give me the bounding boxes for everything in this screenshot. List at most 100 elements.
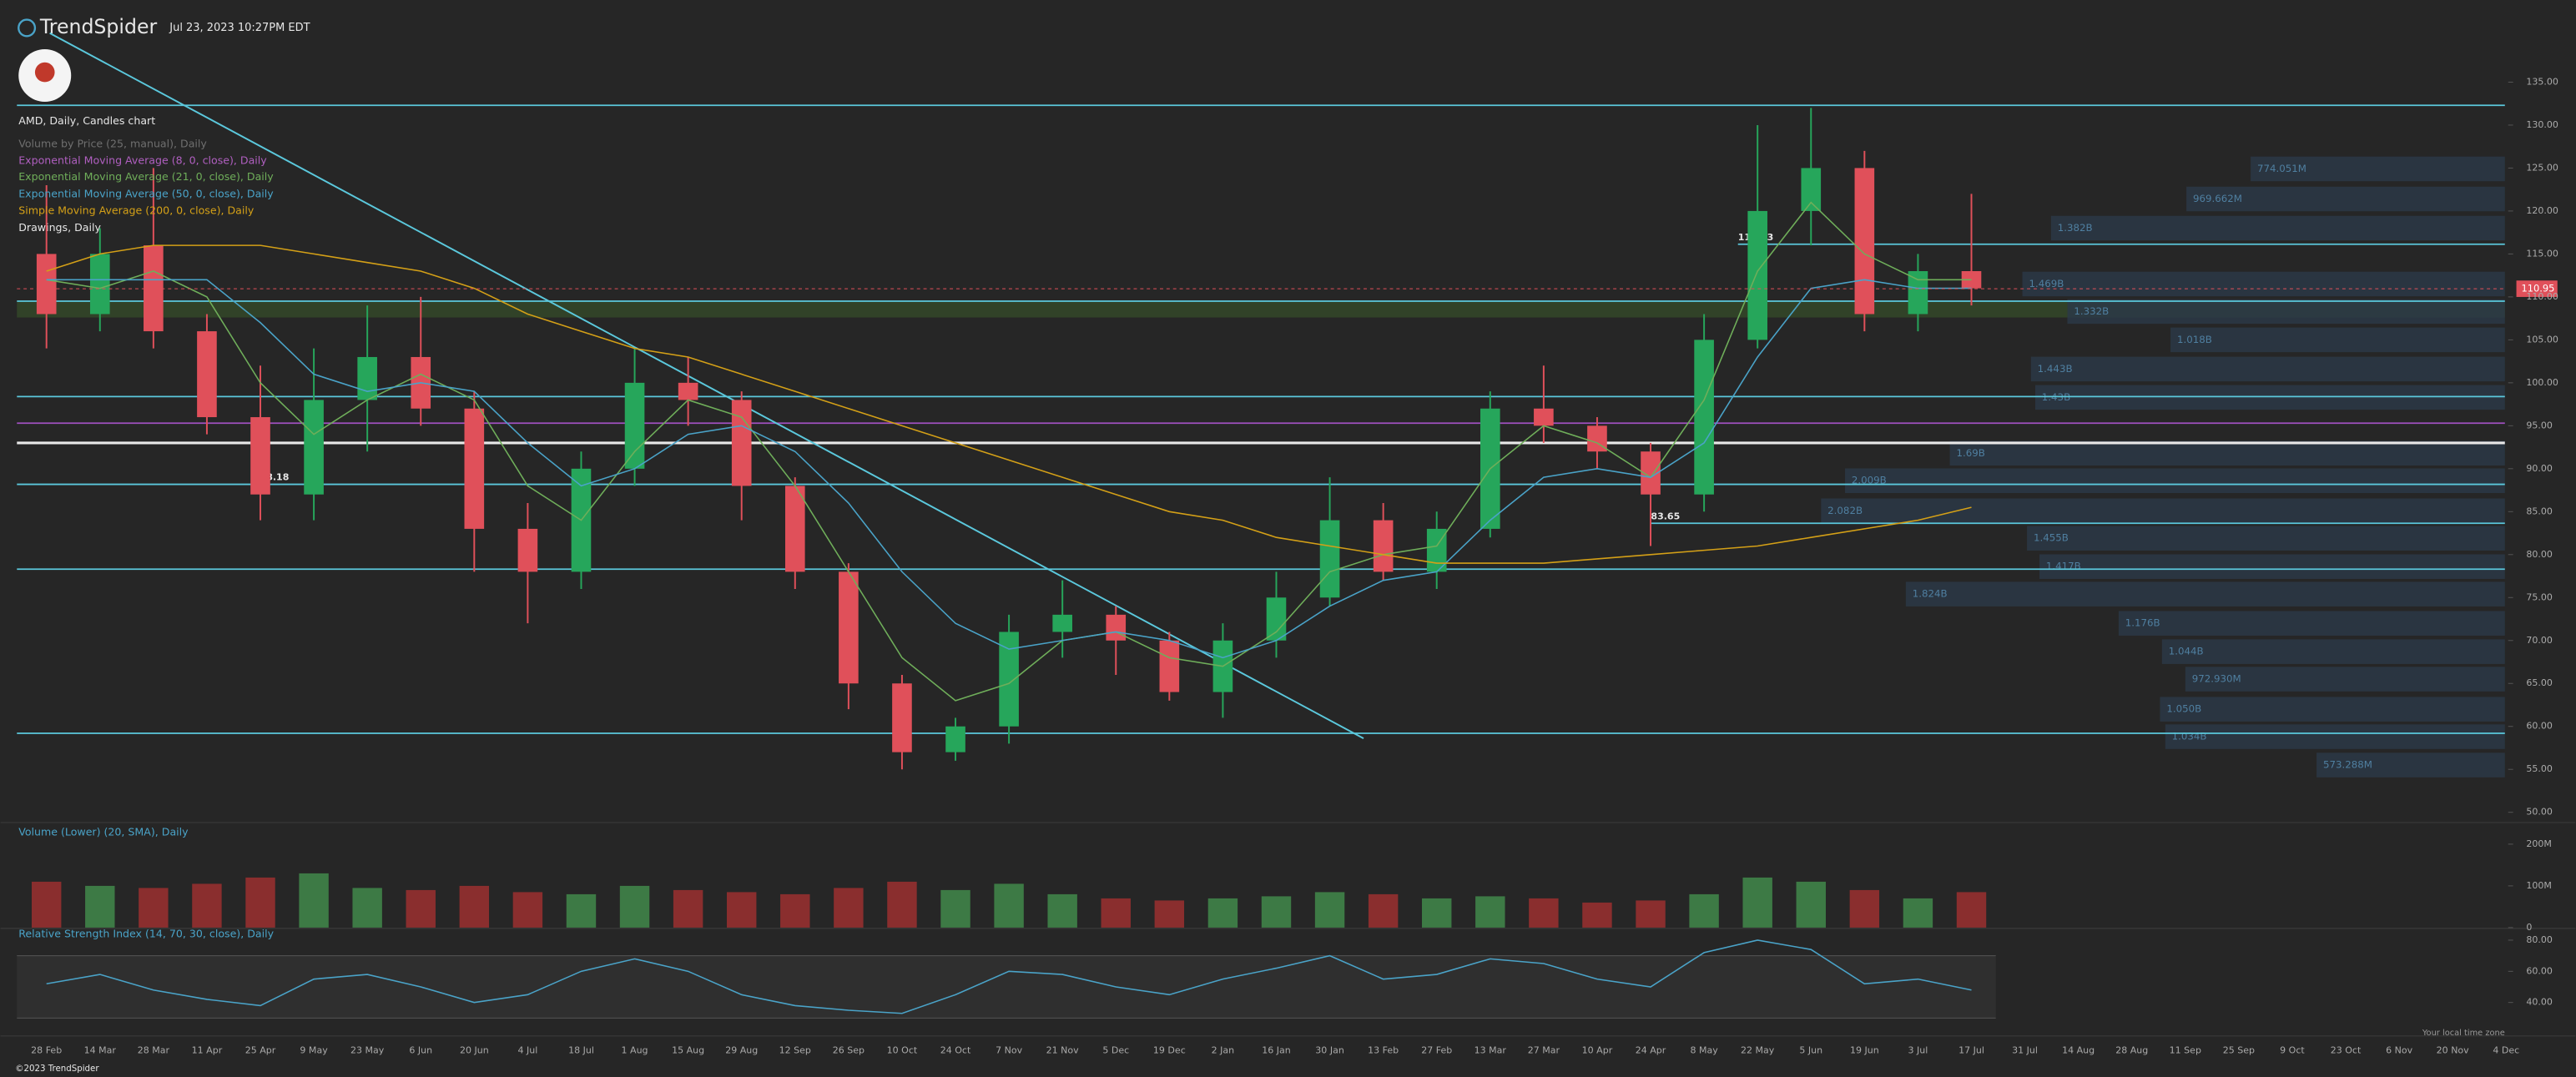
x-tick-label: 29 Aug	[725, 1045, 758, 1056]
x-tick-label: 28 Feb	[31, 1045, 62, 1056]
volume-profile-label: 1.443B	[2038, 363, 2073, 375]
x-tick-label: 7 Nov	[996, 1045, 1022, 1056]
candle-body	[624, 382, 645, 469]
y-tick-label: 135.00	[2526, 76, 2558, 87]
y-tick-label: 100.00	[2526, 377, 2558, 388]
legend-entry: Exponential Moving Average (8, 0, close)…	[18, 153, 267, 166]
y-tick-label: 125.00	[2526, 162, 2558, 173]
y-tick-label: 85.00	[2526, 506, 2553, 516]
candle-body	[1373, 520, 1394, 572]
y-tick-label: 60.00	[2526, 965, 2553, 976]
rsi-band	[17, 955, 1996, 1019]
trendline	[49, 32, 1364, 740]
volume-profile-bar	[2050, 215, 2505, 241]
x-tick-label: 22 May	[1741, 1045, 1775, 1056]
volume-bar	[994, 883, 1024, 928]
y-tick-label: 55.00	[2526, 763, 2553, 774]
x-tick-label: 24 Apr	[1636, 1045, 1666, 1056]
candle-body	[1052, 614, 1072, 632]
volume-bar	[139, 888, 169, 928]
volume-bar	[1261, 896, 1292, 928]
candle-body	[1854, 168, 1875, 315]
volume-profile-label: 1.050B	[2166, 703, 2201, 715]
y-tick-label: 95.00	[2526, 420, 2553, 430]
volume-bar	[940, 889, 970, 928]
volume-profile-bar	[2161, 639, 2505, 664]
volume-profile-bar	[2316, 752, 2505, 778]
volume-profile-bar	[1905, 581, 2505, 606]
chart-title: AMD, Daily, Candles chart	[18, 114, 155, 127]
y-tick-label: 60.00	[2526, 721, 2553, 732]
y-tick-label: 110.00	[2526, 291, 2558, 302]
volume-profile-bar	[1845, 468, 2505, 493]
volume-profile-bar	[2022, 271, 2505, 297]
volume-profile-label: 1.69B	[1956, 447, 1984, 459]
volume-profile-bar	[2160, 697, 2505, 722]
volume-profile-label: 1.417B	[2046, 561, 2081, 572]
x-tick-label: 14 Mar	[84, 1045, 117, 1056]
x-tick-label: 1 Aug	[622, 1045, 648, 1056]
volume-profile-bar	[1949, 440, 2505, 466]
timestamp: Jul 23, 2023 10:27PM EDT	[169, 22, 310, 34]
candle-body	[945, 726, 965, 752]
legend-entry: Exponential Moving Average (50, 0, close…	[18, 187, 274, 199]
y-tick-label: 75.00	[2526, 591, 2553, 602]
x-tick-label: 15 Aug	[672, 1045, 704, 1056]
volume-profile-label: 1.034B	[2172, 731, 2207, 742]
x-tick-label: 31 Jul	[2012, 1045, 2038, 1056]
volume-profile-label: 969.662M	[2193, 193, 2242, 204]
volume-bar	[726, 892, 757, 928]
x-tick-label: 25 Sep	[2223, 1045, 2255, 1056]
last-price-tag	[2516, 280, 2558, 297]
candle-body	[1908, 270, 1928, 315]
candle-body	[892, 683, 912, 752]
x-tick-label: 17 Jul	[1958, 1045, 1984, 1056]
copyright: ©2023 TrendSpider	[15, 1064, 99, 1074]
volume-bar	[619, 885, 650, 928]
volume-profile-bar	[2034, 385, 2505, 410]
candle-body	[1319, 520, 1340, 598]
timezone-note: Your local time zone	[2422, 1029, 2505, 1038]
legend-entry: Exponential Moving Average (21, 0, close…	[18, 170, 274, 183]
candle-body	[1641, 451, 1661, 495]
x-tick-label: 18 Jul	[568, 1045, 594, 1056]
candle-body	[464, 408, 485, 529]
volume-bar	[1956, 892, 1987, 928]
x-tick-label: 4 Dec	[2493, 1045, 2519, 1056]
candle-body	[1534, 408, 1554, 426]
candle-body	[1266, 597, 1287, 641]
y-tick-label: 130.00	[2526, 119, 2558, 130]
volume-profile-label: 774.051M	[2257, 163, 2306, 174]
candle-body	[999, 632, 1019, 727]
volume-profile-label: 1.469B	[2029, 278, 2064, 289]
x-tick-label: 27 Mar	[1528, 1045, 1560, 1056]
x-tick-label: 11 Sep	[2170, 1045, 2201, 1056]
candle-body	[1159, 640, 1180, 692]
y-tick-label: 115.00	[2526, 248, 2558, 259]
x-tick-label: 4 Jul	[517, 1045, 537, 1056]
candle-body	[1747, 210, 1767, 340]
volume-bar	[245, 877, 275, 928]
candle-body	[1587, 425, 1607, 452]
legend-entry: Volume by Price (25, manual), Daily	[18, 138, 207, 150]
volume-bar	[1154, 900, 1185, 928]
price-panel: 774.051M 969.662M 1.382B 1.469B 1.332B 1.018B…	[17, 32, 2505, 778]
x-tick-label: 21 Nov	[1046, 1045, 1079, 1056]
x-tick-label: 5 Jun	[1799, 1045, 1822, 1056]
volume-bar	[834, 888, 864, 928]
x-tick-label: 11 Apr	[192, 1045, 223, 1056]
y-tick-label: 70.00	[2526, 635, 2553, 646]
volume-profile-label: 1.455B	[2034, 532, 2069, 544]
volume-profile-bar	[2170, 327, 2505, 353]
volume-bar	[31, 881, 62, 928]
volume-profile-label: 2.009B	[1852, 475, 1887, 486]
candle-body	[731, 400, 752, 486]
legend-entry: Simple Moving Average (200, 0, close), D…	[18, 204, 255, 217]
volume-bar	[1582, 902, 1612, 928]
volume-profile-bar	[2118, 611, 2505, 636]
y-tick-label: 105.00	[2526, 334, 2558, 345]
brand: TrendSpider	[39, 15, 158, 38]
volume-bar	[1903, 898, 1933, 928]
volume-profile-label: 573.288M	[2323, 759, 2372, 771]
